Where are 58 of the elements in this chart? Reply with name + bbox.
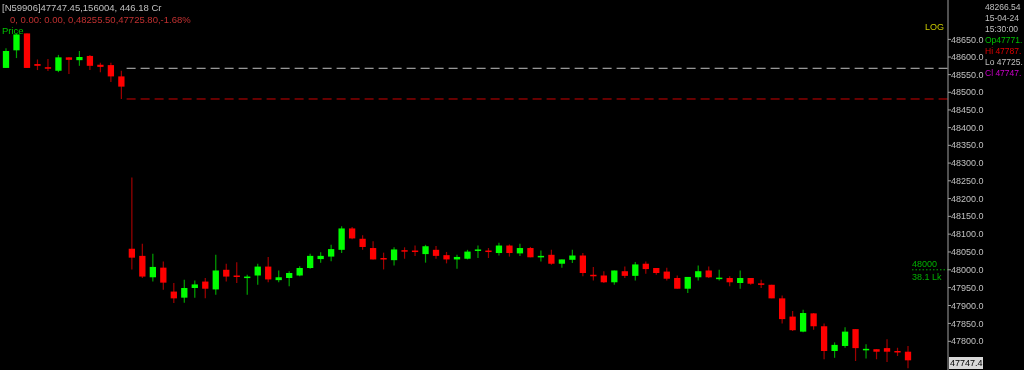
candlestick [632,261,639,282]
y-tick-label: 48100.0 [951,229,984,240]
text: Op47771. [985,35,1023,45]
y-tick-label: 48450.0 [951,105,984,116]
y-axis-title: Price [2,25,24,36]
candlestick [212,254,219,296]
y-tick-label: 48400.0 [951,122,984,133]
candlestick [432,245,440,260]
ref-line-label: 48000 [912,258,938,269]
y-tick-label: 48550.0 [951,69,984,80]
candlestick [778,294,786,324]
candlestick [13,33,20,59]
candlestick [883,338,891,363]
candlestick [128,177,136,271]
candlestick [202,277,209,299]
text: 15:30:00 [985,24,1019,34]
y-tick-label: 48200.0 [951,193,984,204]
y-tick-label: 48350.0 [951,140,984,151]
y-tick-label: 48300.0 [951,158,984,169]
y-tick-label: 48250.0 [951,175,984,186]
text: Lo 47725. [985,57,1023,67]
text: 48266.54 [985,2,1021,12]
text: LOG [924,22,944,32]
y-tick-label: 48500.0 [951,87,984,98]
candlestick [579,252,587,277]
y-tick-label: 47800.0 [951,336,984,347]
y-tick-label: 47850.0 [951,318,984,329]
candlestick [2,47,10,69]
y-tick-label: 47950.0 [951,282,984,293]
y-tick-label: 48000.0 [951,264,984,275]
candlestick [390,246,398,267]
candlestick [139,243,146,279]
candlestick [118,70,125,100]
y-tick-label: 48650.0 [951,34,984,45]
candlestick [160,260,167,291]
annotation: 38.1 Lk [912,271,943,282]
text: Hi 47787. [985,46,1022,56]
candlestick [474,244,482,259]
y-tick-label: 48050.0 [951,247,984,258]
text: Cl 47747. [985,68,1022,78]
candlestick [841,326,849,349]
candlestick [181,279,188,304]
candlestick [149,253,156,283]
y-tick-label: 47900.0 [951,300,984,311]
candlestick [737,269,744,290]
text: 15-04-24 [985,13,1020,23]
candlestick [338,225,345,254]
candlestick [65,56,73,75]
candlestick [789,310,796,332]
text: 47747.4 [950,358,983,369]
y-tick-label: 48600.0 [951,52,984,63]
candlestick [107,62,115,83]
y-tick-label: 48150.0 [951,211,984,222]
candlestick [852,328,859,362]
candlestick [44,58,52,72]
chart-title: [N59906]47747.45,156004, 446.18 Cr [2,2,162,13]
text: 0, 0.00: 0.00, 0,48255.50,47725.80,-1.68% [10,14,192,25]
candlestick [233,261,240,284]
